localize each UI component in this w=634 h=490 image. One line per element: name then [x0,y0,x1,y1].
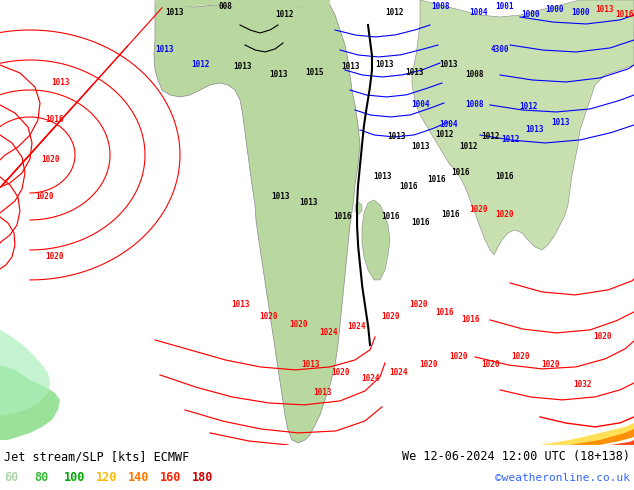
Text: 1020: 1020 [381,313,399,321]
Text: 1015: 1015 [306,69,324,77]
Text: 1013: 1013 [411,143,429,151]
Text: 1004: 1004 [411,100,429,109]
Text: 1024: 1024 [361,374,379,384]
Text: 1013: 1013 [373,172,391,181]
Text: 180: 180 [192,471,214,485]
Text: 1008: 1008 [466,71,484,79]
Text: 1020: 1020 [46,252,64,262]
Text: 1013: 1013 [231,300,249,310]
Text: Jet stream/SLP [kts] ECMWF: Jet stream/SLP [kts] ECMWF [4,450,190,464]
Polygon shape [412,0,634,255]
Text: 1013: 1013 [526,125,544,134]
Text: 1004: 1004 [469,8,488,18]
Text: We 12-06-2024 12:00 UTC (18+138): We 12-06-2024 12:00 UTC (18+138) [402,450,630,464]
Polygon shape [0,330,50,415]
Text: 1020: 1020 [449,352,467,362]
Text: 1013: 1013 [271,193,289,201]
Text: 1016: 1016 [441,211,459,220]
Text: 1016: 1016 [333,213,353,221]
Text: 1020: 1020 [288,320,307,329]
Text: 1013: 1013 [269,71,287,79]
Text: 1008: 1008 [430,2,450,11]
Text: 1013: 1013 [299,198,317,207]
Text: 1013: 1013 [313,389,331,397]
Text: 1013: 1013 [156,46,174,54]
Text: 60: 60 [4,471,18,485]
Text: 1016: 1016 [461,316,479,324]
Text: 1012: 1012 [385,8,404,18]
Text: 1012: 1012 [276,10,294,20]
Text: 1016: 1016 [436,308,454,318]
Polygon shape [362,200,390,280]
Text: 1013: 1013 [340,63,359,72]
Text: 1001: 1001 [496,2,514,11]
Text: 1020: 1020 [541,361,559,369]
Text: 1016: 1016 [427,175,445,184]
Text: 1032: 1032 [573,380,592,390]
Text: 1013: 1013 [376,60,394,70]
Text: 1016: 1016 [46,116,64,124]
Text: 1016: 1016 [411,219,429,227]
Text: 1008: 1008 [466,100,484,109]
Text: 1013: 1013 [387,132,405,142]
Text: 1000: 1000 [571,8,589,18]
Text: 1013: 1013 [234,63,252,72]
Text: 1012: 1012 [459,143,477,151]
Text: 100: 100 [64,471,86,485]
Text: 1012: 1012 [436,130,454,140]
Polygon shape [0,365,60,440]
Text: 1020: 1020 [41,155,59,165]
Text: 1024: 1024 [389,368,407,377]
Text: 1020: 1020 [259,313,277,321]
Polygon shape [540,423,634,445]
Text: 1020: 1020 [418,361,437,369]
Text: 1013: 1013 [51,78,69,88]
Text: 1016: 1016 [451,169,469,177]
Text: 1012: 1012 [519,102,537,112]
Text: 1004: 1004 [439,121,457,129]
Text: 1016: 1016 [399,182,417,192]
Text: 1000: 1000 [546,5,564,15]
Text: 1013: 1013 [406,69,424,77]
Text: 1013: 1013 [165,8,184,18]
Text: 140: 140 [128,471,150,485]
Polygon shape [570,429,634,445]
Text: 1020: 1020 [496,211,514,220]
Text: 1013: 1013 [595,5,613,15]
Text: 008: 008 [218,2,232,11]
Text: ©weatheronline.co.uk: ©weatheronline.co.uk [495,473,630,483]
Text: 1013: 1013 [551,119,569,127]
Text: 1012: 1012 [191,60,209,70]
Text: 1012: 1012 [501,135,519,145]
Text: 1024: 1024 [319,328,337,338]
Polygon shape [355,202,362,215]
Text: 1020: 1020 [409,300,427,310]
Text: 1020: 1020 [469,205,488,215]
Polygon shape [155,0,330,7]
Text: 1000: 1000 [521,10,540,20]
Text: 160: 160 [160,471,181,485]
Text: 1024: 1024 [347,322,365,331]
Text: 1016: 1016 [616,10,634,20]
Text: 1020: 1020 [331,368,349,377]
Text: 1013: 1013 [439,60,457,70]
Text: 1013: 1013 [301,361,320,369]
Text: 1020: 1020 [511,352,529,362]
Text: 80: 80 [34,471,48,485]
Text: 1020: 1020 [481,361,499,369]
Text: 1020: 1020 [593,332,611,342]
Text: 1012: 1012 [481,132,499,142]
Text: 1016: 1016 [496,172,514,181]
Text: 120: 120 [96,471,117,485]
Text: 1020: 1020 [36,193,55,201]
Text: 4300: 4300 [491,46,509,54]
Polygon shape [610,440,634,445]
Text: 1016: 1016 [381,213,399,221]
Polygon shape [154,0,360,443]
